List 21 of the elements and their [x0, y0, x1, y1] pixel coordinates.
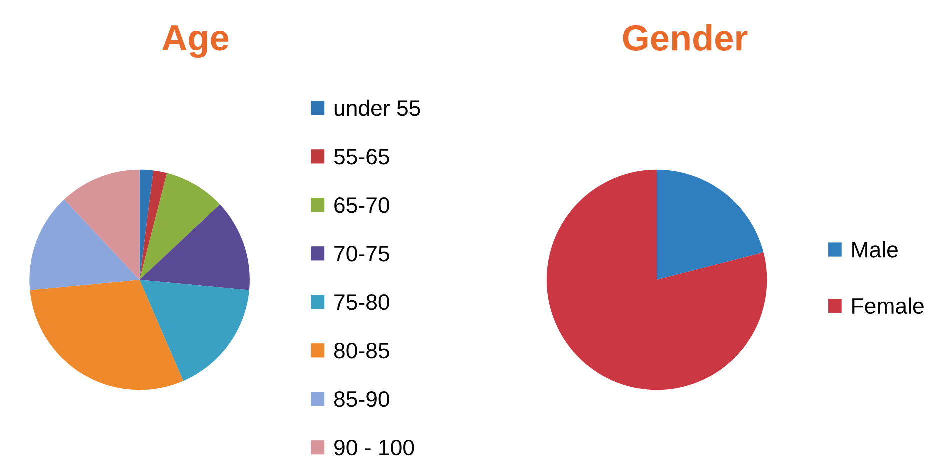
pie-slice [30, 200, 140, 290]
pie-slice [140, 173, 220, 280]
legend-label: 80-85 [334, 342, 390, 359]
legend-label: 70-75 [334, 246, 390, 262]
pie-slice [140, 280, 250, 382]
legend-label: under 55 [334, 100, 420, 116]
legend-label: 75-80 [334, 294, 390, 310]
legend-label: 55-65 [334, 148, 390, 165]
pie-slice [64, 170, 140, 280]
chart-title: Age [162, 26, 229, 58]
pie-slice [30, 280, 184, 390]
pie-slice [657, 170, 764, 280]
legend-label: 85-90 [334, 391, 390, 408]
legend-label: Male [852, 241, 898, 258]
chart-title: Gender [623, 24, 748, 52]
pie-slice [140, 170, 168, 280]
pie-slice [546, 170, 768, 390]
legend-label: 90 - 100 [334, 440, 414, 456]
legend-label: Female [852, 298, 924, 314]
legend-label: 65-70 [334, 197, 390, 214]
pie-slice [140, 204, 250, 290]
